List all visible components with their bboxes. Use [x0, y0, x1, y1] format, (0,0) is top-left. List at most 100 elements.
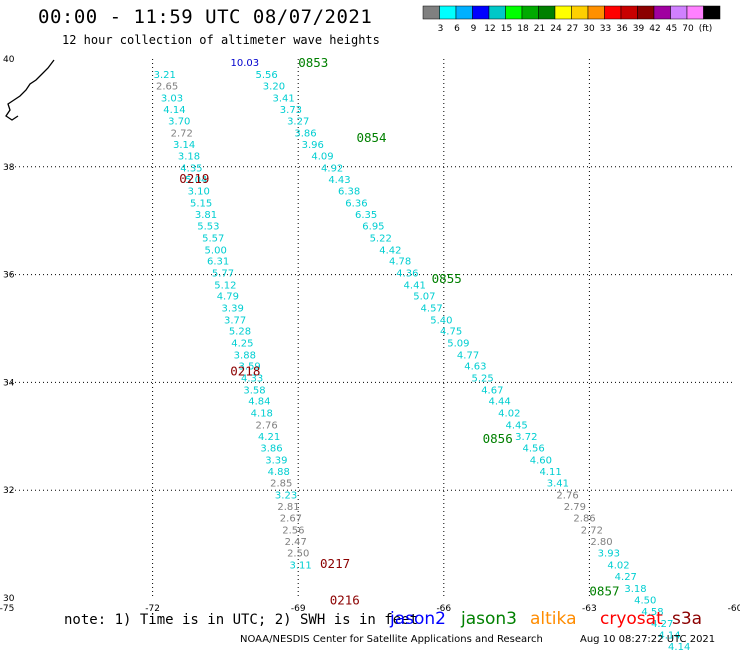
legend-tick-label: 70	[682, 24, 694, 34]
wave-height-value: 2.86	[573, 514, 595, 525]
wave-height-value: 4.43	[328, 175, 350, 186]
wave-height-value: 4.50	[634, 596, 656, 607]
legend-tick-label: 39	[633, 24, 645, 34]
wave-height-value: 3.27	[287, 116, 309, 127]
wave-height-value: 3.03	[161, 93, 183, 104]
wave-height-value: 2.76	[556, 491, 578, 502]
track-time-label: 0217	[320, 556, 350, 571]
legend-tick-label: 3	[438, 24, 444, 34]
wave-height-value: 2.80	[590, 537, 612, 548]
wave-height-value: 4.63	[464, 362, 486, 373]
wave-height-value: 4.92	[321, 163, 343, 174]
wave-height-value: 3.88	[234, 350, 256, 361]
legend-tick-label: 21	[534, 24, 545, 34]
legend-tick-label: 12	[484, 24, 495, 34]
x-tick-label: -66	[436, 604, 451, 614]
x-tick-label: -75	[0, 604, 14, 614]
x-tick-label: -72	[145, 604, 160, 614]
wave-height-value: 5.57	[202, 233, 224, 244]
wave-height-value: 5.56	[256, 70, 278, 81]
wave-height-value: 5.12	[214, 280, 236, 291]
wave-height-value: 5.53	[197, 222, 219, 233]
wave-height-value: 2.47	[285, 537, 307, 548]
wave-height-value: 2.65	[156, 81, 178, 92]
wave-height-value: 3.86	[260, 444, 282, 455]
legend-tick-label: 45	[666, 24, 677, 34]
wave-height-value: 2.85	[270, 479, 292, 490]
satellite-jason2-label: jason2	[390, 609, 446, 629]
y-tick-label: 38	[3, 163, 15, 173]
wave-height-value: 3.23	[275, 491, 297, 502]
wave-height-value: 2.72	[171, 128, 193, 139]
wave-height-value: 10.03	[230, 58, 259, 69]
wave-height-value: 5.00	[205, 245, 227, 256]
wave-height-value: 4.88	[268, 467, 290, 478]
wave-height-value: 3.21	[154, 70, 176, 81]
wave-height-value: 3.96	[302, 140, 324, 151]
wave-height-value: 5.40	[430, 315, 452, 326]
footer-credit: NOAA/NESDIS Center for Satellite Applica…	[240, 634, 543, 645]
x-tick-label: -60	[728, 604, 740, 614]
wave-height-value: 5.28	[229, 327, 251, 338]
legend-tick-label: 36	[616, 24, 628, 34]
wave-height-value: 4.14	[163, 105, 185, 116]
wave-height-value: 3.39	[222, 303, 244, 314]
y-tick-label: 30	[3, 594, 15, 604]
y-tick-label: 40	[3, 55, 15, 65]
wave-height-value: 3.41	[273, 93, 295, 104]
track-time-label: 0219	[179, 171, 209, 186]
track-time-label: 0856	[483, 431, 513, 446]
wave-height-value: 2.67	[280, 514, 302, 525]
track-time-label: 0857	[589, 583, 619, 598]
wave-height-value: 5.09	[447, 339, 469, 350]
wave-height-value: 6.36	[345, 198, 367, 209]
wave-height-value: 4.78	[389, 257, 411, 268]
wave-height-value: 4.36	[396, 268, 418, 279]
legend-tick-label: 9	[471, 24, 477, 34]
legend-tick-label: 18	[517, 24, 529, 34]
wave-height-value: 4.57	[421, 303, 443, 314]
wave-height-value: 3.18	[624, 584, 646, 595]
wave-height-value: 2.81	[277, 502, 299, 513]
wave-height-value: 4.45	[505, 420, 527, 431]
track-time-label: 0854	[356, 130, 386, 145]
y-tick-label: 36	[3, 271, 15, 281]
wave-height-value: 6.35	[355, 210, 377, 221]
wave-height-value: 4.02	[607, 561, 629, 572]
wave-height-value: 2.79	[564, 502, 586, 513]
wave-height-value: 4.11	[539, 467, 561, 478]
track-time-label: 0855	[432, 271, 462, 286]
wave-height-value: 5.77	[212, 268, 234, 279]
y-tick-label: 34	[3, 378, 15, 388]
wave-height-value: 3.70	[168, 116, 190, 127]
wave-height-value: 4.33	[241, 374, 263, 385]
wave-height-value: 3.59	[239, 362, 261, 373]
wave-height-value: 4.79	[217, 292, 239, 303]
wave-height-value: 5.25	[471, 374, 493, 385]
track-time-label: 0853	[298, 55, 328, 70]
wave-height-value: 5.22	[370, 233, 392, 244]
wave-height-value: 6.38	[338, 187, 360, 198]
footer-timestamp: Aug 10 08:27:22 UTC 2021	[580, 634, 716, 645]
wave-height-value: 2.76	[256, 420, 278, 431]
wave-height-value: 4.84	[248, 397, 270, 408]
wave-height-value: 3.73	[280, 105, 302, 116]
x-tick-label: -69	[291, 604, 306, 614]
wave-height-value: 4.14	[668, 642, 690, 650]
wave-height-value: 4.35	[180, 163, 202, 174]
wave-height-value: 3.77	[224, 315, 246, 326]
legend-tick-label: 15	[501, 24, 512, 34]
coastline	[5, 59, 55, 121]
wave-height-value: 4.58	[641, 607, 663, 618]
wave-height-value: 4.42	[379, 245, 401, 256]
wave-height-value: 4.75	[440, 327, 462, 338]
wave-height-value: 3.86	[294, 128, 316, 139]
legend-tick-label: 33	[600, 24, 611, 34]
satellite-cryosat-label: cryosat	[600, 609, 663, 629]
wave-height-value: 4.77	[457, 350, 479, 361]
legend-tick-label: 6	[454, 24, 460, 34]
wave-height-value: 4.56	[522, 444, 544, 455]
wave-height-value: 6.31	[207, 257, 229, 268]
wave-height-value: 4.44	[488, 397, 510, 408]
